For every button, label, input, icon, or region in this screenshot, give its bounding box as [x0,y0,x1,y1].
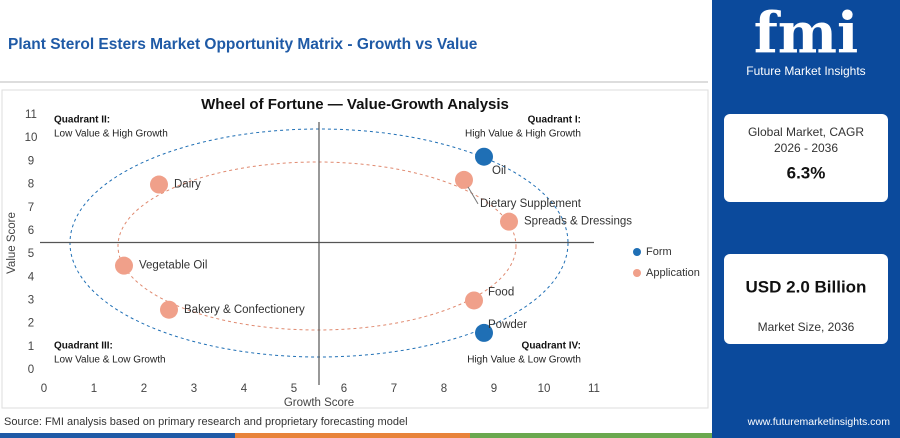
point-label: Powder [488,319,527,331]
chart-frame [1,89,709,409]
point [475,147,493,166]
x-tick-label: 5 [291,383,297,395]
size-value: USD 2.0 Billion [746,277,867,296]
point-label: Oil [492,165,506,177]
x-tick-label: 9 [491,383,497,395]
sidebar [712,0,900,438]
y-axis-label: Value Score [6,212,18,274]
url: www.futuremarketinsights.com [747,416,891,428]
x-tick-label: 3 [191,383,197,395]
legend-label: Application [646,267,700,279]
point [465,291,483,310]
x-tick-label: 0 [41,383,47,395]
y-tick-label: 8 [28,179,34,191]
x-tick-label: 11 [588,383,600,395]
size-card [724,254,888,344]
logo: fmi [754,1,859,67]
point [500,212,518,231]
quadrant-subtitle: High Value & High Growth [465,129,581,140]
quadrant-title: Quadrant IV: [522,341,581,352]
x-tick-label: 2 [141,383,147,395]
quadrant-subtitle: Low Value & High Growth [54,129,168,140]
brand: Future Market Insights [746,64,865,78]
leader [467,186,479,205]
page-title: Plant Sterol Esters Market Opportunity M… [8,36,478,53]
cagr-card [724,114,888,202]
point-label: Dairy [174,179,201,191]
strip [470,433,712,438]
point [455,170,473,189]
x-tick-label: 1 [91,383,97,395]
x-tick-label: 10 [538,383,551,395]
x-axis-label: Growth Score [284,397,354,409]
legend-label: Form [646,246,672,258]
legend-marker [633,269,641,277]
y-tick-label: 7 [28,202,34,214]
cagr-label-box: Global Market, CAGR 2026 - 2036 [747,125,865,155]
x-tick-label: 7 [391,383,397,395]
point [160,300,178,319]
y-tick-label: 0 [28,364,34,376]
point-label: Vegetable Oil [139,260,207,272]
strip [0,433,235,438]
strip [235,433,470,438]
point-label: Dietary Supplement [480,198,582,210]
y-tick-label: 1 [28,341,34,353]
x-tick-label: 8 [441,383,447,395]
point-label: Spreads & Dressings [524,216,632,228]
y-tick-label: 2 [28,318,34,330]
y-tick-label: 6 [28,225,34,237]
chart-title: Wheel of Fortune — Value-Growth Analysis [201,96,509,113]
quadrant-title: Quadrant II: [54,115,110,126]
legend-marker [633,248,641,256]
point [115,256,133,275]
inner-ring [117,161,517,331]
quadrant-title: Quadrant III: [54,341,113,352]
cagr-value: 6.3% [787,163,826,182]
y-tick-label: 10 [25,132,38,144]
source: Source: FMI analysis based on primary re… [4,416,408,428]
y-tick-label: 4 [28,271,35,283]
y-tick-label: 11 [25,109,37,121]
x-tick-label: 4 [241,383,248,395]
quadrant-title: Quadrant I: [528,115,581,126]
x-tick-label: 6 [341,383,347,395]
point [475,323,493,342]
quadrant-subtitle: High Value & Low Growth [467,355,581,366]
size-label: Market Size, 2036 [758,320,855,334]
cagr-label: Global Market, CAGR 2026 - 2036 [747,125,865,155]
y-tick-label: 9 [28,155,34,167]
y-tick-label: 3 [28,294,34,306]
point-label: Food [488,286,514,298]
point-label: Bakery & Confectionery [184,304,305,316]
quadrant-subtitle: Low Value & Low Growth [54,355,166,366]
point [150,175,168,194]
y-tick-label: 5 [28,248,34,260]
